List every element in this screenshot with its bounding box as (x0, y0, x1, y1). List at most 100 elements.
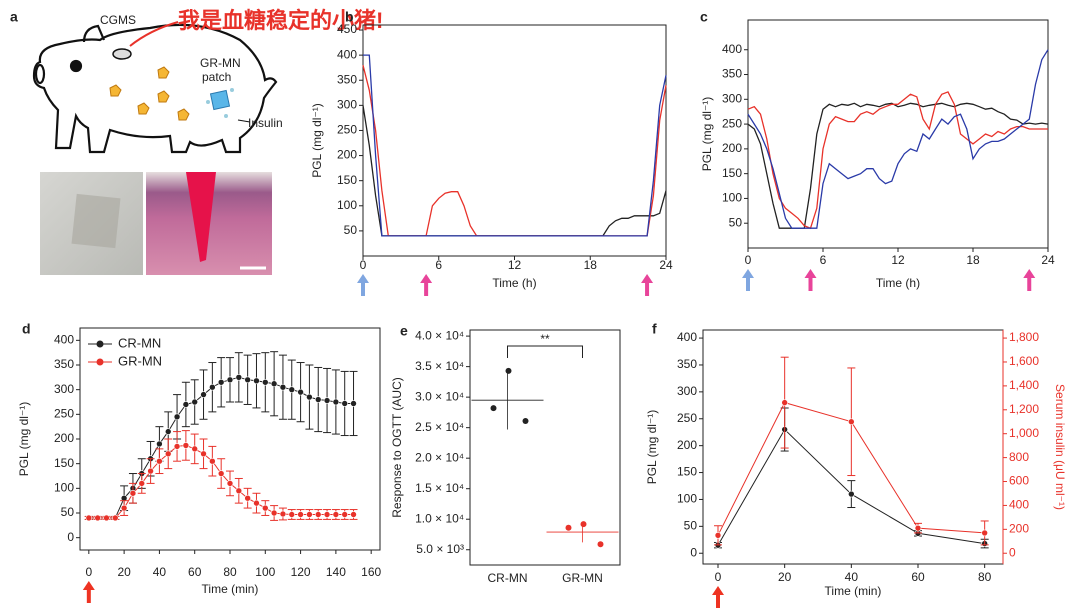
point (288, 511, 296, 518)
y-tick-label: 300 (677, 384, 697, 398)
y2-axis-label: Serum insulin (μU ml⁻¹) (1053, 384, 1067, 510)
cgms-device (112, 48, 132, 60)
pig-illustration (32, 23, 278, 154)
y-tick-label: 250 (722, 116, 742, 130)
point (505, 367, 512, 374)
point (191, 398, 199, 406)
event-arrow (712, 586, 724, 608)
series-line (747, 49, 1049, 229)
point (279, 510, 287, 518)
needle-cross-section (186, 172, 216, 262)
y-tick-label: 50 (344, 223, 358, 237)
point (565, 524, 572, 531)
legend-label: GR-MN (118, 353, 162, 368)
series-line (362, 65, 667, 237)
y-tick-label: 3.0 × 10⁴ (415, 389, 464, 403)
y-tick-label: 150 (337, 173, 357, 187)
y-axis-label: PGL (mg dl⁻¹) (310, 103, 324, 178)
point (164, 428, 172, 435)
point (129, 489, 137, 497)
y-tick-label: 100 (337, 198, 357, 212)
x-tick-label: 12 (891, 253, 905, 267)
y-tick-label: 300 (337, 98, 357, 112)
point (297, 388, 304, 396)
y-axis-label: PGL (mg dl⁻¹) (700, 97, 714, 172)
point (156, 440, 163, 448)
point (235, 487, 243, 495)
y-tick-label: 100 (722, 191, 742, 205)
y-tick-label: 350 (677, 357, 697, 371)
x-tick-label: 0 (745, 253, 752, 267)
y2-tick-label: 1,200 (1009, 402, 1039, 416)
point (111, 514, 119, 522)
x-axis-label: Time (min) (825, 584, 882, 598)
y-tick-label: 100 (677, 492, 697, 506)
x-tick-label: 18 (966, 253, 980, 267)
y-tick-label: 250 (54, 407, 74, 421)
y2-tick-label: 200 (1009, 522, 1029, 536)
panel-label: a (10, 9, 18, 25)
cgms-label: CGMS (100, 13, 136, 27)
point (103, 514, 110, 522)
point (217, 378, 225, 386)
callout-line (129, 21, 179, 47)
point (244, 494, 251, 502)
legend-marker (96, 358, 104, 366)
significance-bracket (507, 345, 583, 358)
y-tick-label: 300 (722, 91, 742, 105)
point (200, 450, 207, 458)
point (332, 398, 340, 406)
point (235, 374, 243, 381)
point (848, 490, 855, 498)
x-tick-label: 20 (778, 570, 792, 584)
event-arrow (641, 274, 654, 296)
y-tick-label: 200 (337, 148, 357, 162)
point (306, 511, 313, 518)
y-tick-label: 1.5 × 10⁴ (415, 481, 464, 495)
y-tick-label: 1.0 × 10⁴ (415, 511, 464, 525)
point (350, 400, 357, 407)
x-tick-label: 12 (508, 258, 522, 272)
y-axis-label: PGL (mg dl⁻¹) (645, 410, 659, 485)
plot-frame (702, 329, 1004, 565)
point (261, 504, 269, 512)
y2-tick-label: 800 (1009, 450, 1029, 464)
point (332, 511, 340, 518)
y-tick-label: 50 (729, 215, 743, 229)
y-tick-label: 350 (54, 357, 74, 371)
event-arrow (804, 269, 817, 291)
point (323, 511, 331, 518)
series-line (363, 54, 667, 237)
x-tick-label: 18 (584, 258, 598, 272)
point (173, 413, 181, 421)
event-arrow (357, 274, 369, 296)
patch-photo (71, 193, 121, 249)
point (297, 511, 304, 518)
series-line (747, 102, 1049, 229)
y-tick-label: 2.5 × 10⁴ (415, 420, 464, 434)
x-tick-label: 140 (326, 565, 346, 579)
x-tick-label: 80 (223, 565, 237, 579)
y-tick-label: 100 (54, 481, 74, 495)
point (314, 511, 322, 518)
y-tick-label: 50 (684, 519, 698, 533)
y-tick-label: 200 (54, 431, 74, 445)
x-axis-label: Time (min) (202, 582, 259, 596)
y-tick-label: 250 (337, 123, 357, 137)
point (597, 541, 604, 548)
plot-frame (362, 24, 667, 257)
y2-tick-label: 400 (1009, 498, 1029, 512)
x-tick-label: 20 (117, 565, 131, 579)
legend-marker (96, 340, 104, 348)
x-tick-label: GR-MN (562, 571, 603, 585)
event-arrow (1023, 269, 1036, 291)
y2-tick-label: 1,600 (1009, 354, 1039, 368)
point (270, 380, 278, 388)
y-tick-label: 450 (337, 22, 357, 36)
point (279, 383, 287, 391)
x-tick-label: 80 (978, 570, 992, 584)
y-tick-label: 2.0 × 10⁴ (415, 450, 464, 464)
point (191, 445, 199, 453)
point (781, 399, 788, 406)
